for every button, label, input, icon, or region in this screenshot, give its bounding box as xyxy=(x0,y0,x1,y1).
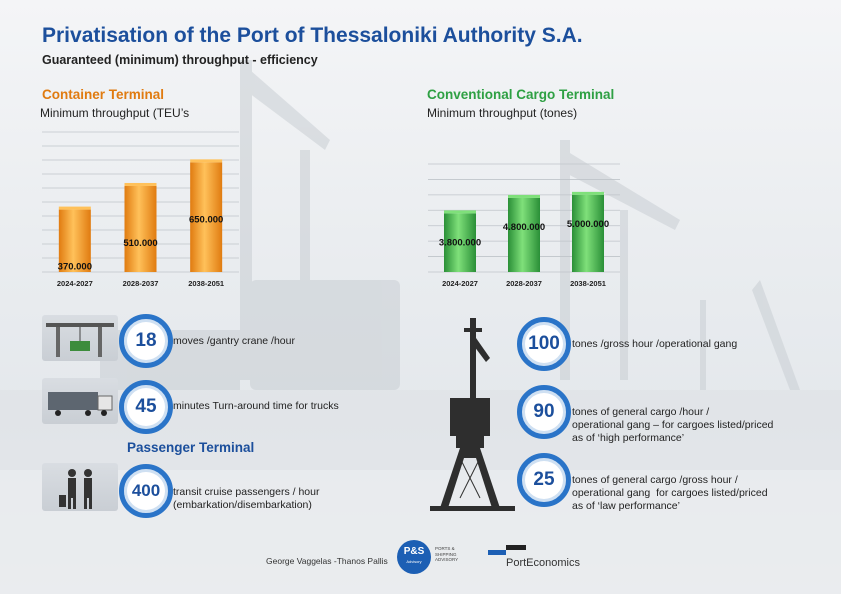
container-terminal-title: Container Terminal xyxy=(42,87,165,102)
harbour-crane-icon xyxy=(430,318,515,511)
kpi-circle-passengers: 400 xyxy=(119,464,173,518)
data-label: 4.800.000 xyxy=(503,222,545,233)
truck-photo xyxy=(42,378,118,424)
bar-top xyxy=(124,182,157,186)
container-terminal-subtitle: Minimum throughput (TEU’s xyxy=(40,106,190,120)
kpi-text-moves: moves /gantry crane /hour xyxy=(173,335,295,347)
kpi-circle-moves: 18 xyxy=(119,314,173,368)
passenger-terminal-title: Passenger Terminal xyxy=(127,440,255,455)
ps-advisory-logo: P&S Advisory xyxy=(397,540,431,574)
cargo-terminal-title: Conventional Cargo Terminal xyxy=(427,87,615,102)
kpi-circle-high-performance: 90 xyxy=(517,385,571,439)
kpi-text-high-performance: tones of general cargo /hour / operation… xyxy=(572,406,774,444)
kpi-text-turnaround: minutes Turn-around time for trucks xyxy=(173,400,339,412)
bar-2024-2027 xyxy=(58,209,91,272)
bar-2038-2051 xyxy=(190,162,223,272)
bar-2028-2037 xyxy=(124,185,157,272)
kpi-text-passengers: transit cruise passengers / hour (embark… xyxy=(173,486,320,511)
ps-logo-mark: P&S xyxy=(403,546,425,557)
gantry-crane-icon xyxy=(46,323,114,357)
kpi-circle-turnaround: 45 xyxy=(119,380,173,434)
truck-icon xyxy=(48,392,113,416)
ps-logo-sub: Advisory xyxy=(406,559,422,564)
container-throughput-chart: 370.000 2024-2027 510.000 2028-2037 650.000 2… xyxy=(42,131,239,288)
bar-top xyxy=(508,194,540,198)
category-label: 2028-2037 xyxy=(506,279,542,288)
bar-top xyxy=(572,191,604,195)
data-label: 5.000.000 xyxy=(567,219,609,230)
kpi-circle-gross-hour: 100 xyxy=(517,317,571,371)
data-label: 650.000 xyxy=(189,214,223,225)
bar-2024-2027 xyxy=(444,213,476,272)
footer-authors: George Vaggelas -Thanos Pallis xyxy=(266,556,388,566)
page-subtitle: Guaranteed (minimum) throughput - effici… xyxy=(42,53,318,67)
category-label: 2038-2051 xyxy=(570,279,606,288)
porteconomics-logo-mark xyxy=(488,545,526,555)
bar-2038-2051 xyxy=(572,194,604,272)
kpi-text-gross-hour: tones /gross hour /operational gang xyxy=(572,338,738,350)
data-label: 370.000 xyxy=(58,262,92,273)
category-label: 2038-2051 xyxy=(188,279,224,288)
ps-logo-text: PORTS & SHIPPING ADVISORY xyxy=(435,546,459,562)
bar-top xyxy=(444,210,476,214)
passengers-icon xyxy=(59,469,92,509)
cargo-throughput-chart: 3.800.000 2024-2027 4.800.000 2028-2037 5.00… xyxy=(428,163,620,288)
category-label: 2024-2027 xyxy=(57,279,93,288)
kpi-text-low-performance: tones of general cargo /gross hour / ope… xyxy=(572,474,768,512)
porteconomics-logo: PortEconomics xyxy=(506,557,580,569)
bar-top xyxy=(190,159,223,163)
bar-2028-2037 xyxy=(508,197,540,272)
bar-top xyxy=(58,206,91,210)
category-label: 2028-2037 xyxy=(123,279,159,288)
passengers-photo xyxy=(42,463,118,511)
category-label: 2024-2027 xyxy=(442,279,478,288)
data-label: 3.800.000 xyxy=(439,237,481,248)
kpi-circle-low-performance: 25 xyxy=(517,453,571,507)
cargo-terminal-subtitle: Minimum throughput (tones) xyxy=(427,106,578,120)
page-title: Privatisation of the Port of Thessalonik… xyxy=(42,24,583,47)
data-label: 510.000 xyxy=(123,238,157,249)
gantry-crane-photo xyxy=(42,315,118,361)
